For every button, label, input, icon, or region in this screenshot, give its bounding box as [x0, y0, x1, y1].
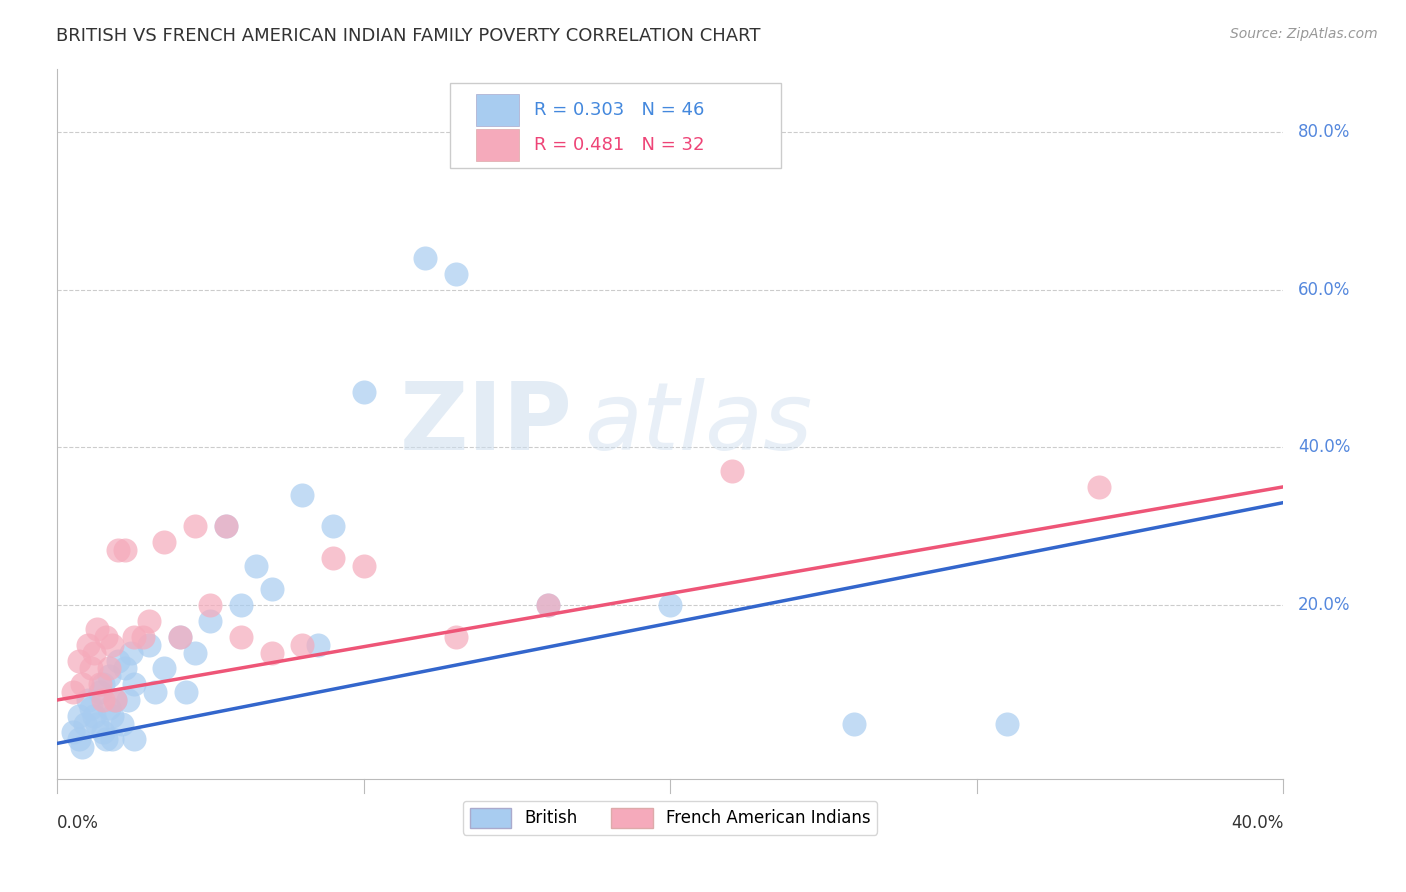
- Point: [62, 724, 84, 739]
- Point: [353, 558, 375, 573]
- Point: [307, 638, 329, 652]
- Point: [995, 716, 1018, 731]
- Point: [200, 599, 222, 613]
- Point: [73, 716, 96, 731]
- Text: Source: ZipAtlas.com: Source: ZipAtlas.com: [1230, 27, 1378, 41]
- Point: [104, 693, 127, 707]
- Point: [229, 599, 252, 613]
- FancyBboxPatch shape: [477, 94, 519, 126]
- Text: ZIP: ZIP: [399, 377, 572, 470]
- Point: [107, 653, 129, 667]
- Point: [101, 708, 124, 723]
- Text: BRITISH VS FRENCH AMERICAN INDIAN FAMILY POVERTY CORRELATION CHART: BRITISH VS FRENCH AMERICAN INDIAN FAMILY…: [56, 27, 761, 45]
- Point: [138, 638, 160, 652]
- Point: [184, 519, 207, 533]
- Point: [138, 614, 160, 628]
- Point: [122, 677, 145, 691]
- FancyBboxPatch shape: [477, 129, 519, 161]
- Point: [659, 599, 682, 613]
- Point: [291, 488, 314, 502]
- Point: [536, 599, 558, 613]
- Text: 20.0%: 20.0%: [1298, 596, 1350, 615]
- Point: [444, 630, 467, 644]
- Point: [86, 716, 108, 731]
- Point: [89, 677, 111, 691]
- Point: [91, 677, 114, 691]
- Point: [322, 550, 344, 565]
- Point: [536, 599, 558, 613]
- Point: [122, 630, 145, 644]
- Point: [96, 732, 118, 747]
- Point: [114, 543, 136, 558]
- Point: [86, 622, 108, 636]
- Point: [98, 661, 121, 675]
- Point: [80, 661, 103, 675]
- Point: [260, 582, 283, 597]
- Point: [67, 708, 90, 723]
- Point: [83, 708, 105, 723]
- Point: [96, 630, 118, 644]
- Point: [114, 661, 136, 675]
- Point: [91, 724, 114, 739]
- Point: [229, 630, 252, 644]
- Point: [122, 732, 145, 747]
- Legend: British, French American Indians: British, French American Indians: [463, 801, 877, 835]
- Point: [76, 693, 98, 707]
- Point: [104, 693, 127, 707]
- Point: [62, 685, 84, 699]
- Point: [80, 701, 103, 715]
- Point: [169, 630, 191, 644]
- Point: [76, 638, 98, 652]
- Point: [842, 716, 865, 731]
- Point: [67, 732, 90, 747]
- Point: [260, 646, 283, 660]
- Point: [200, 614, 222, 628]
- Point: [215, 519, 238, 533]
- Point: [110, 716, 132, 731]
- Point: [143, 685, 166, 699]
- Point: [117, 693, 139, 707]
- Point: [291, 638, 314, 652]
- Point: [91, 693, 114, 707]
- Point: [174, 685, 197, 699]
- Text: R = 0.481   N = 32: R = 0.481 N = 32: [534, 136, 704, 154]
- Point: [101, 638, 124, 652]
- Point: [98, 701, 121, 715]
- Point: [153, 535, 176, 549]
- Point: [322, 519, 344, 533]
- Point: [245, 558, 267, 573]
- Point: [353, 385, 375, 400]
- Point: [70, 677, 93, 691]
- Point: [153, 661, 176, 675]
- FancyBboxPatch shape: [450, 83, 780, 168]
- Text: atlas: atlas: [585, 378, 813, 469]
- Text: 60.0%: 60.0%: [1298, 280, 1350, 299]
- Text: 40.0%: 40.0%: [1230, 814, 1284, 832]
- Text: 80.0%: 80.0%: [1298, 123, 1350, 141]
- Point: [720, 464, 742, 478]
- Point: [67, 653, 90, 667]
- Point: [120, 646, 142, 660]
- Point: [107, 543, 129, 558]
- Point: [132, 630, 155, 644]
- Point: [70, 740, 93, 755]
- Point: [184, 646, 207, 660]
- Point: [1088, 480, 1111, 494]
- Point: [444, 267, 467, 281]
- Point: [169, 630, 191, 644]
- Point: [215, 519, 238, 533]
- Text: 40.0%: 40.0%: [1298, 438, 1350, 457]
- Text: 0.0%: 0.0%: [58, 814, 98, 832]
- Point: [98, 669, 121, 683]
- Point: [89, 685, 111, 699]
- Point: [101, 732, 124, 747]
- Text: R = 0.303   N = 46: R = 0.303 N = 46: [534, 101, 704, 119]
- Point: [83, 646, 105, 660]
- Point: [413, 251, 436, 265]
